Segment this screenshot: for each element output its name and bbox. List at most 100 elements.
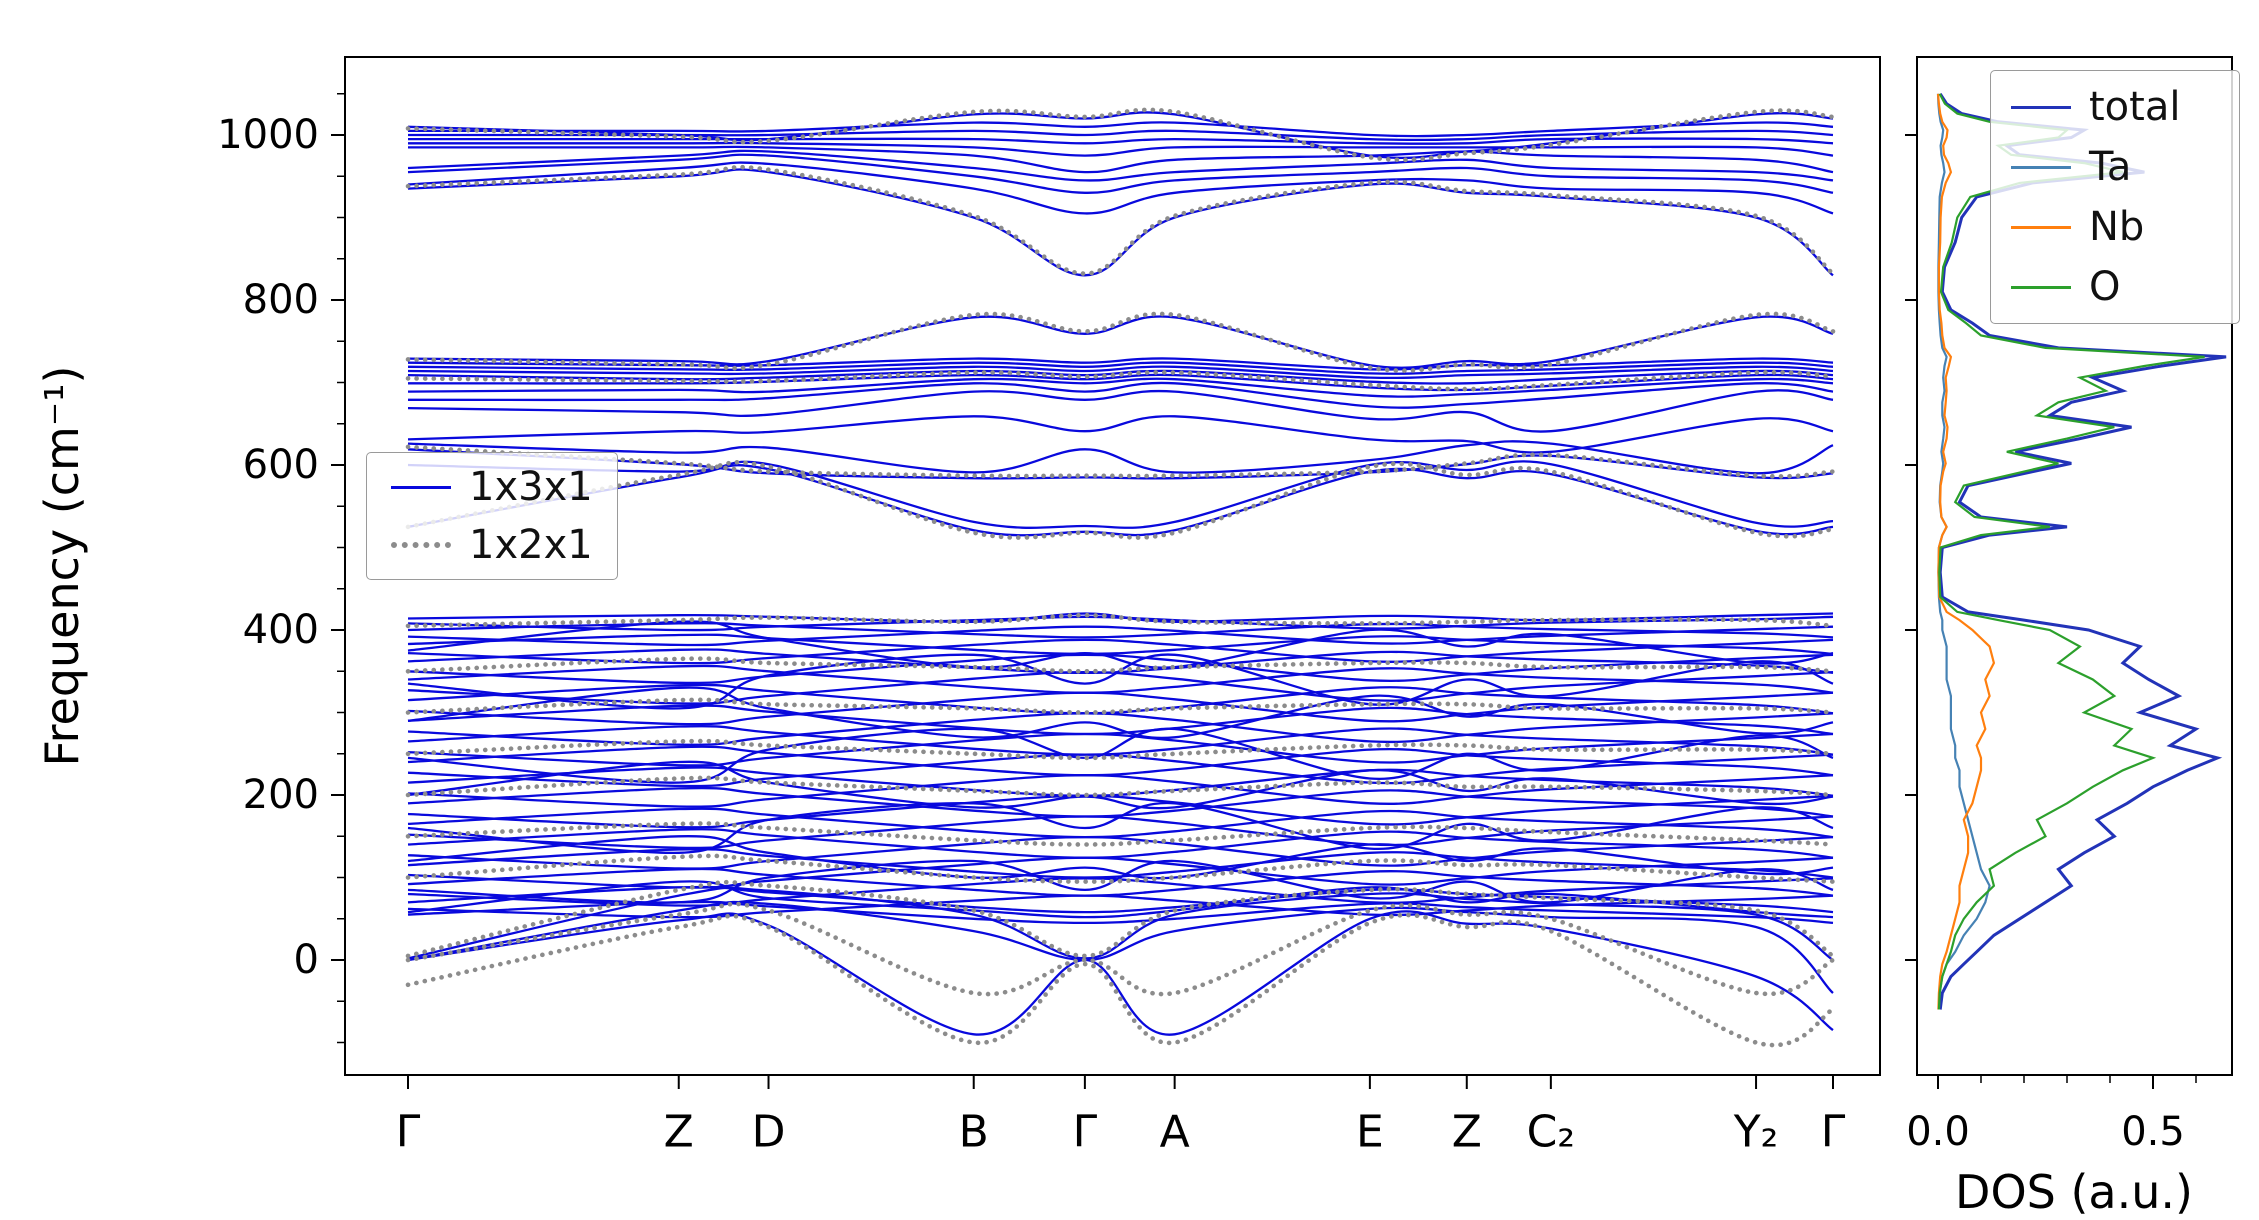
- phonon-band-1x3x1: [407, 653, 1834, 710]
- phonon-band-1x3x1: [407, 900, 1834, 994]
- phonon-band-1x2x1: [405, 107, 1836, 163]
- phonon-band-1x3x1: [407, 691, 1834, 726]
- phonon-band-1x3x1: [407, 727, 1834, 784]
- legend-label-o: O: [2089, 264, 2121, 310]
- legend-line-total-icon: [2011, 105, 2071, 109]
- k-tick-label: C₂: [1527, 1107, 1575, 1158]
- phonon-band-1x3x1: [407, 648, 1834, 675]
- k-tick-label: Z: [1452, 1107, 1482, 1158]
- phonon-band-1x2x1: [405, 444, 1836, 479]
- y-tick-label: 200: [243, 772, 319, 818]
- k-tick-label: Γ: [1073, 1107, 1098, 1158]
- legend-line-dotted-icon: [391, 542, 451, 548]
- phonon-band-1x3x1: [407, 638, 1834, 665]
- y-axis-label: Frequency (cm⁻¹): [35, 365, 89, 767]
- phonon-band-1x2x1: [405, 656, 1836, 674]
- legend-item-o: O: [2011, 267, 2219, 307]
- phonon-band-1x3x1: [407, 848, 1834, 879]
- phonon-band-1x3x1: [407, 161, 1834, 215]
- phonon-band-1x3x1: [407, 149, 1834, 182]
- phonon-band-1x3x1: [407, 867, 1834, 897]
- dos-x-tick-label: 0.5: [2121, 1109, 2185, 1155]
- phonon-band-1x3x1: [407, 633, 1834, 656]
- phonon-band-1x2x1: [405, 821, 1836, 847]
- phonon-band-1x3x1: [407, 361, 1834, 375]
- phonon-band-1x2x1: [405, 901, 1836, 997]
- phonon-band-1x3x1: [407, 794, 1834, 829]
- phonon-band-1x3x1: [407, 377, 1834, 398]
- phonon-band-1x3x1: [408, 121, 1834, 138]
- phonon-band-1x2x1: [405, 370, 1836, 392]
- phonon-band-1x2x1: [405, 459, 1836, 540]
- legend-label-total: total: [2089, 84, 2181, 130]
- y-tick-label: 0: [294, 937, 319, 983]
- bands-legend: 1x3x1 1x2x1: [366, 452, 618, 580]
- legend-item-total: total: [2011, 87, 2219, 127]
- phonon-band-1x3x1: [407, 389, 1834, 433]
- phonon-band-1x3x1: [408, 129, 1834, 142]
- phonon-band-1x3x1: [407, 686, 1834, 740]
- k-tick-label: D: [752, 1107, 786, 1158]
- phonon-band-1x2x1: [405, 879, 1836, 959]
- phonon-band-1x3x1: [408, 141, 1834, 157]
- dos-axis: 0.0 0.5: [1905, 134, 2197, 1155]
- k-tick-label: Z: [664, 1107, 694, 1158]
- phonon-band-1x3x1: [407, 910, 1834, 1036]
- frequency-axis: 0 200 400 600 800 1000: [217, 93, 345, 1044]
- dos-x-tick-label: 0.0: [1906, 1109, 1970, 1155]
- phonon-band-1x3x1: [407, 786, 1834, 818]
- y-tick-label: 600: [243, 442, 319, 488]
- phonon-band-1x2x1: [405, 775, 1836, 798]
- legend-item-nb: Nb: [2011, 207, 2219, 247]
- legend-line-o-icon: [2011, 285, 2071, 289]
- phonon-band-1x3x1: [407, 725, 1834, 756]
- phonon-band-1x3x1: [407, 145, 1834, 174]
- phonon-band-1x2x1: [405, 612, 1836, 629]
- k-tick-label: A: [1160, 1107, 1190, 1158]
- phonon-band-1x3x1: [407, 835, 1834, 870]
- phonon-band-1x3x1: [407, 859, 1834, 904]
- phonon-band-1x3x1: [407, 815, 1834, 850]
- k-tick-label: Γ: [1821, 1107, 1846, 1158]
- phonon-band-1x2x1: [405, 738, 1836, 761]
- phonon-band-1x3x1: [407, 625, 1834, 647]
- phonon-band-1x2x1: [405, 853, 1836, 884]
- kpath-axis: Γ Z D B Γ A E Z C₂ Y₂ Γ: [396, 1075, 1846, 1158]
- y-tick-label: 1000: [217, 112, 319, 158]
- legend-line-nb-icon: [2011, 225, 2071, 229]
- legend-label-ta: Ta: [2089, 144, 2132, 190]
- dos-curves: [1936, 92, 2227, 1010]
- phonon-band-1x3x1: [407, 365, 1834, 380]
- dos-x-axis-label: DOS (a.u.): [1955, 1165, 2193, 1219]
- legend-line-solid-icon: [391, 485, 451, 489]
- phonon-band-1x3x1: [407, 670, 1834, 705]
- phonon-band-1x3x1: [407, 753, 1834, 788]
- phonon-band-1x2x1: [405, 912, 1836, 1048]
- phonon-band-1x3x1: [407, 712, 1834, 746]
- phonon-band-1x3x1: [407, 168, 1834, 277]
- phonon-band-1x3x1: [407, 153, 1834, 194]
- dos-legend: total Ta Nb O: [1990, 70, 2240, 324]
- legend-label-1x2x1: 1x2x1: [469, 522, 593, 568]
- dos-curve-total: [1938, 92, 2227, 1010]
- y-tick-label: 800: [243, 277, 319, 323]
- dos-curve-O: [1937, 93, 2205, 1010]
- legend-label-1x3x1: 1x3x1: [469, 464, 593, 510]
- phonon-band-1x3x1: [407, 760, 1834, 810]
- legend-item-1x2x1: 1x2x1: [391, 525, 593, 565]
- phonon-band-1x3x1: [407, 877, 1834, 907]
- phonon-band-1x3x1: [407, 900, 1834, 925]
- legend-item-ta: Ta: [2011, 147, 2219, 187]
- phonon-band-1x2x1: [405, 311, 1836, 373]
- dos-curve-Nb: [1936, 93, 1996, 1010]
- bands-1x3x1: [407, 111, 1834, 1036]
- legend-item-1x3x1: 1x3x1: [391, 467, 593, 507]
- k-tick-label: Y₂: [1733, 1107, 1779, 1158]
- phonon-band-1x3x1: [407, 620, 1834, 669]
- legend-line-ta-icon: [2011, 165, 2071, 169]
- phonon-band-1x3x1: [407, 315, 1834, 369]
- phonon-band-1x3x1: [407, 664, 1834, 694]
- k-tick-label: E: [1356, 1107, 1384, 1158]
